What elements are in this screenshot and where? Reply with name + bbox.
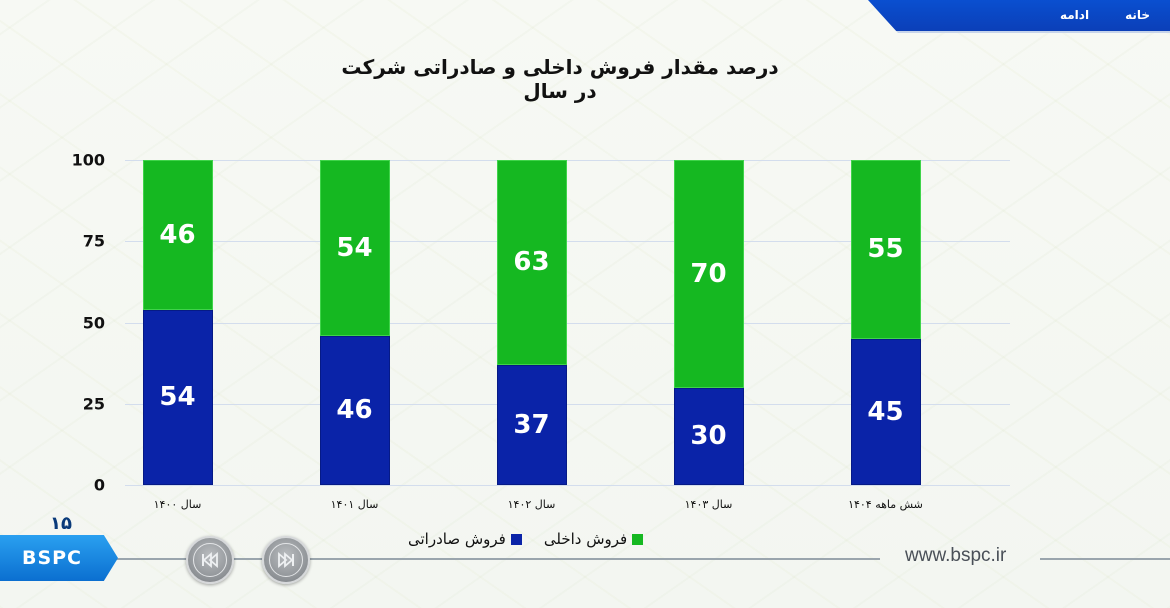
stacked-bar: 63 37	[496, 160, 567, 485]
bar-segment-domestic: 63	[496, 160, 567, 365]
footer-divider	[100, 558, 880, 560]
y-axis-tick-label: 25	[82, 394, 105, 414]
gridline	[125, 485, 1010, 486]
legend-item-export: فروش صادراتی	[408, 530, 522, 548]
y-axis-tick-label: 50	[82, 313, 105, 332]
bar-segment-export: 54	[142, 309, 213, 485]
legend-label: فروش داخلی	[543, 530, 628, 548]
previous-slide-button[interactable]	[186, 536, 234, 584]
bar-segment-export: 45	[850, 338, 921, 485]
nav-continue-link[interactable]: ادامه	[1059, 8, 1090, 22]
chart-title: درصد مقدار فروش داخلی و صادراتی شرکت در …	[341, 55, 779, 103]
legend-swatch-blue	[510, 533, 522, 545]
legend-item-domestic: فروش داخلی	[543, 530, 644, 548]
bar-segment-domestic: 46	[142, 160, 213, 310]
rewind-icon	[193, 543, 227, 577]
top-navigation-bar: خانه ادامه	[868, 0, 1170, 33]
gridline	[125, 160, 1010, 161]
nav-home-link[interactable]: خانه	[1125, 8, 1150, 22]
stacked-bar: 55 45	[850, 160, 921, 485]
legend-label: فروش صادراتی	[408, 530, 506, 548]
page-number: ۱۵	[50, 513, 72, 534]
website-url[interactable]: www.bspc.ir	[905, 545, 1007, 566]
x-axis-category-label: سال ۱۴۰۲	[507, 498, 556, 511]
bar-segment-domestic: 54	[319, 160, 390, 336]
bar-segment-export: 46	[319, 335, 390, 485]
bspc-logo: BSPC	[0, 535, 118, 581]
x-axis-category-label: سال ۱۴۰۳	[684, 498, 733, 511]
top-nav: خانه ادامه	[1060, 8, 1150, 22]
chart-legend: فروش داخلی فروش صادراتی	[408, 530, 644, 548]
gridline	[125, 241, 1010, 243]
x-axis-category-label: سال ۱۴۰۰	[153, 498, 202, 511]
gridline	[125, 322, 1010, 324]
y-axis-tick-label: 75	[82, 231, 105, 251]
x-axis-category-label: سال ۱۴۰۱	[330, 498, 379, 511]
bar-segment-export: 30	[673, 387, 744, 485]
y-axis-tick-label: 100	[71, 150, 105, 170]
bar-segment-domestic: 70	[673, 160, 744, 388]
fast-forward-icon	[269, 543, 303, 577]
stacked-bar: 46 54	[142, 160, 213, 485]
bar-segment-domestic: 55	[850, 160, 921, 339]
footer-divider-right	[1040, 558, 1170, 560]
next-slide-button[interactable]	[262, 536, 310, 584]
bar-segment-export: 37	[496, 364, 567, 485]
stacked-bar: 54 46	[319, 160, 390, 485]
logo-text: BSPC	[21, 547, 83, 569]
chart-plot-area: 0 25 50 75 100 46 54 سال ۱۴۰۰ 54 46 سال ۱۴۰۱ 63 37 سا…	[72, 151, 1010, 511]
stacked-bar: 70 30	[673, 160, 744, 485]
legend-swatch-green	[632, 533, 644, 545]
gridline	[125, 403, 1010, 405]
x-axis-category-label: شش ماهه ۱۴۰۴	[848, 498, 923, 511]
y-axis-tick-label: 0	[93, 475, 105, 495]
